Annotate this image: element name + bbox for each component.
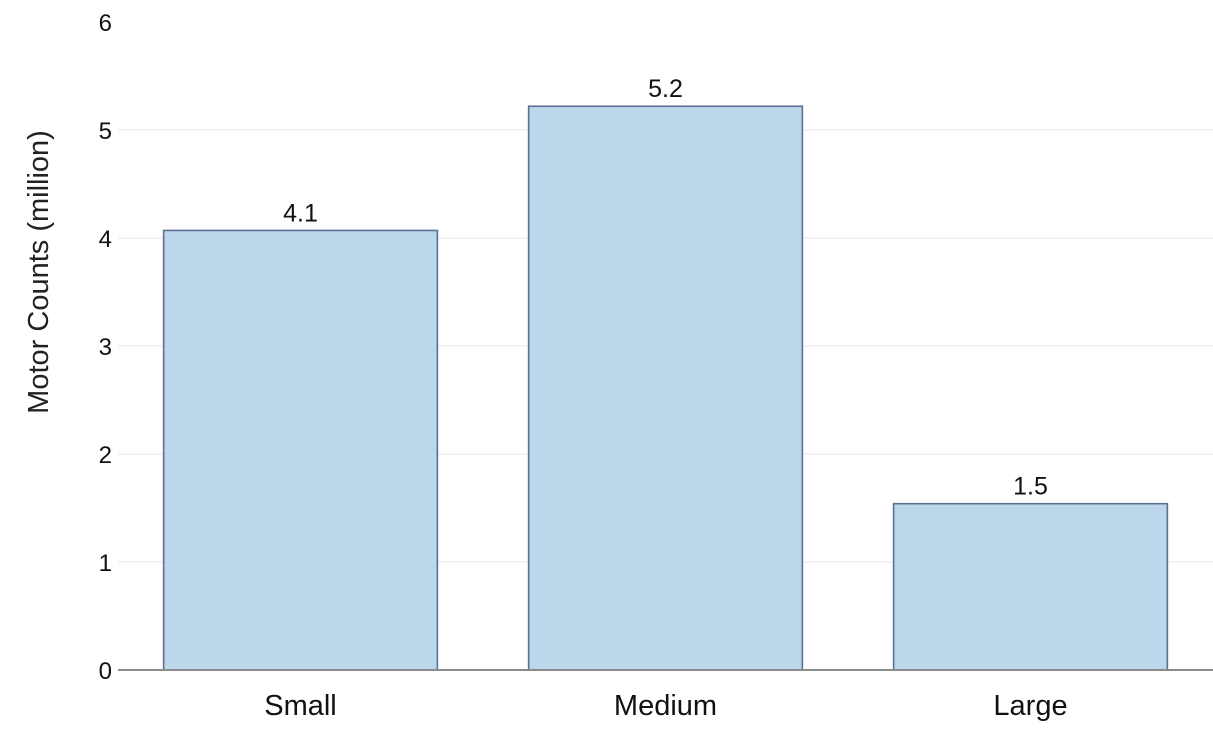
y-tick-label: 5 — [99, 118, 112, 145]
bar-small — [162, 229, 439, 671]
x-category-label: Large — [993, 690, 1067, 722]
x-category-label: Small — [264, 690, 337, 722]
data-label: 5.2 — [648, 75, 683, 103]
y-tick-label: 4 — [99, 226, 112, 253]
y-tick-label: 1 — [99, 550, 112, 577]
y-tick-labels: 0 1 2 3 4 5 6 — [99, 10, 112, 685]
bar-medium — [527, 105, 804, 671]
x-category-labels: Small Medium Large — [264, 690, 1067, 722]
y-tick-label: 2 — [99, 442, 112, 469]
data-label: 1.5 — [1013, 473, 1048, 501]
y-axis-title: Motor Counts (million) — [23, 130, 55, 414]
y-tick-label: 6 — [99, 10, 112, 37]
bar-large — [892, 502, 1169, 671]
y-tick-label: 3 — [99, 334, 112, 361]
bars — [162, 105, 1169, 671]
x-category-label: Medium — [614, 690, 717, 722]
data-labels: 4.1 5.2 1.5 — [283, 75, 1048, 500]
data-label: 4.1 — [283, 199, 318, 227]
y-tick-label: 0 — [99, 658, 112, 685]
